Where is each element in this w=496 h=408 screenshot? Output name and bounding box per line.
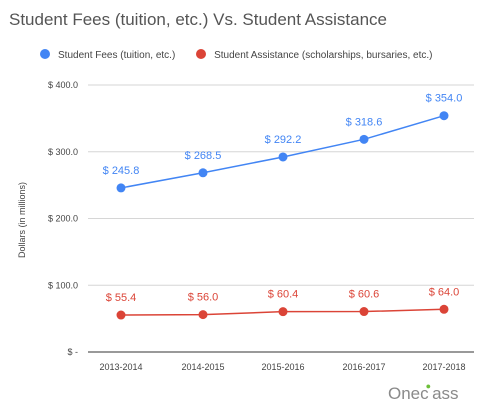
data-point-fees	[278, 152, 288, 162]
legend-marker-fees	[40, 49, 50, 59]
y-tick-label: $ 300.0	[48, 147, 78, 157]
y-axis-label: Dollars (in millions)	[17, 182, 27, 258]
data-label-fees: $ 318.6	[346, 116, 383, 128]
series-group: $ 245.8 $ 268.5 $ 292.2 $ 318.6 $ 354.0 $ 55.…	[103, 93, 463, 320]
legend-marker-assistance	[196, 49, 207, 59]
data-label-assistance: $ 60.6	[349, 289, 380, 301]
brand-prefix: Onec	[388, 384, 429, 403]
data-point-fees	[359, 134, 369, 144]
data-label-assistance: $ 56.0	[188, 292, 219, 304]
y-tick-label: $ 400.0	[48, 80, 78, 90]
data-point-fees	[116, 183, 126, 193]
legend-item-assistance[interactable]: Student Assistance (scholarships, bursar…	[196, 49, 433, 61]
legend-label-assistance: Student Assistance (scholarships, bursar…	[214, 50, 433, 61]
data-label-assistance: $ 60.4	[268, 289, 299, 301]
data-point-assistance	[116, 310, 126, 320]
x-tick-label: 2015-2016	[261, 362, 304, 372]
data-label-fees: $ 354.0	[426, 93, 463, 105]
gridlines	[88, 84, 474, 353]
data-point-assistance	[439, 304, 449, 314]
data-label-fees: $ 292.2	[265, 134, 302, 146]
x-tick-label: 2016-2017	[342, 362, 385, 372]
data-label-fees: $ 245.8	[103, 165, 140, 177]
x-tick-label: 2014-2015	[181, 362, 224, 372]
y-tick-label: $ 100.0	[48, 280, 78, 290]
leaf-icon: ●	[425, 381, 432, 391]
brand-suffix: ass	[432, 384, 459, 403]
y-tick-labels: $ - $ 100.0 $ 200.0 $ 300.0 $ 400.0	[48, 80, 78, 357]
data-point-fees	[439, 111, 449, 121]
x-tick-labels: 2013-2014 2014-2015 2015-2016 2016-2017 2017…	[99, 362, 465, 372]
data-point-fees	[198, 168, 208, 178]
x-tick-label: 2013-2014	[99, 362, 142, 372]
legend: Student Fees (tuition, etc.) Student Ass…	[40, 49, 451, 61]
legend-item-fees[interactable]: Student Fees (tuition, etc.)	[40, 49, 175, 61]
data-label-assistance: $ 64.0	[429, 286, 460, 298]
data-label-assistance: $ 55.4	[106, 292, 137, 304]
chart-title: Student Fees (tuition, etc.) Vs. Student…	[9, 10, 387, 29]
data-point-assistance	[278, 307, 288, 317]
x-tick-label: 2017-2018	[422, 362, 465, 372]
data-point-assistance	[198, 310, 208, 320]
data-label-fees: $ 268.5	[185, 150, 222, 162]
y-tick-label: $ -	[67, 347, 78, 357]
legend-label-fees: Student Fees (tuition, etc.)	[58, 50, 176, 61]
y-tick-label: $ 200.0	[48, 214, 78, 224]
data-point-assistance	[359, 307, 369, 317]
onecass-logo: Onec●ass	[388, 381, 459, 404]
